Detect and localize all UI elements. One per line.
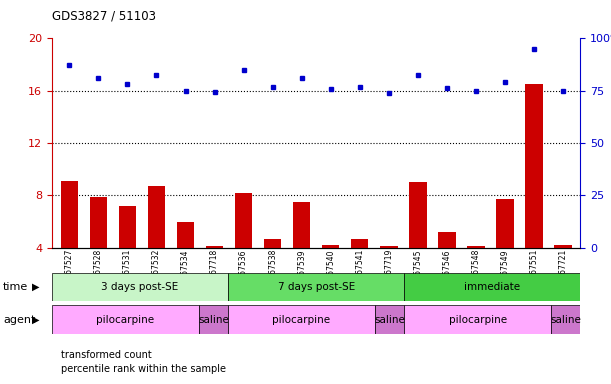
Bar bbox=[496, 199, 514, 300]
Bar bbox=[60, 181, 78, 300]
Text: pilocarpine: pilocarpine bbox=[97, 314, 155, 325]
Bar bbox=[235, 193, 252, 300]
Bar bbox=[467, 247, 485, 300]
Bar bbox=[404, 305, 551, 334]
Bar bbox=[148, 186, 165, 300]
Bar bbox=[52, 305, 199, 334]
Bar bbox=[206, 247, 223, 300]
Text: ▶: ▶ bbox=[32, 282, 39, 292]
Bar bbox=[554, 245, 572, 300]
Text: immediate: immediate bbox=[464, 282, 521, 292]
Text: 7 days post-SE: 7 days post-SE bbox=[277, 282, 355, 292]
Text: transformed count: transformed count bbox=[61, 350, 152, 360]
Bar bbox=[199, 305, 228, 334]
Bar bbox=[409, 182, 426, 300]
Bar bbox=[177, 222, 194, 300]
Bar bbox=[228, 273, 404, 301]
Bar bbox=[119, 206, 136, 300]
Bar bbox=[551, 305, 580, 334]
Bar bbox=[90, 197, 107, 300]
Text: saline: saline bbox=[374, 314, 405, 325]
Bar bbox=[375, 305, 404, 334]
Text: GDS3827 / 51103: GDS3827 / 51103 bbox=[52, 10, 156, 23]
Text: 3 days post-SE: 3 days post-SE bbox=[101, 282, 178, 292]
Bar bbox=[351, 238, 368, 300]
Text: percentile rank within the sample: percentile rank within the sample bbox=[61, 364, 226, 374]
Text: pilocarpine: pilocarpine bbox=[273, 314, 331, 325]
Text: saline: saline bbox=[198, 314, 229, 325]
Bar bbox=[438, 232, 456, 300]
Bar bbox=[404, 273, 580, 301]
Text: agent: agent bbox=[3, 314, 35, 325]
Text: pilocarpine: pilocarpine bbox=[448, 314, 507, 325]
Bar bbox=[380, 247, 398, 300]
Bar bbox=[264, 238, 281, 300]
Bar bbox=[322, 245, 340, 300]
Bar bbox=[525, 84, 543, 300]
Bar bbox=[293, 202, 310, 300]
Text: ▶: ▶ bbox=[32, 314, 39, 325]
Bar bbox=[52, 273, 228, 301]
Text: saline: saline bbox=[551, 314, 581, 325]
Bar bbox=[228, 305, 375, 334]
Text: time: time bbox=[3, 282, 28, 292]
